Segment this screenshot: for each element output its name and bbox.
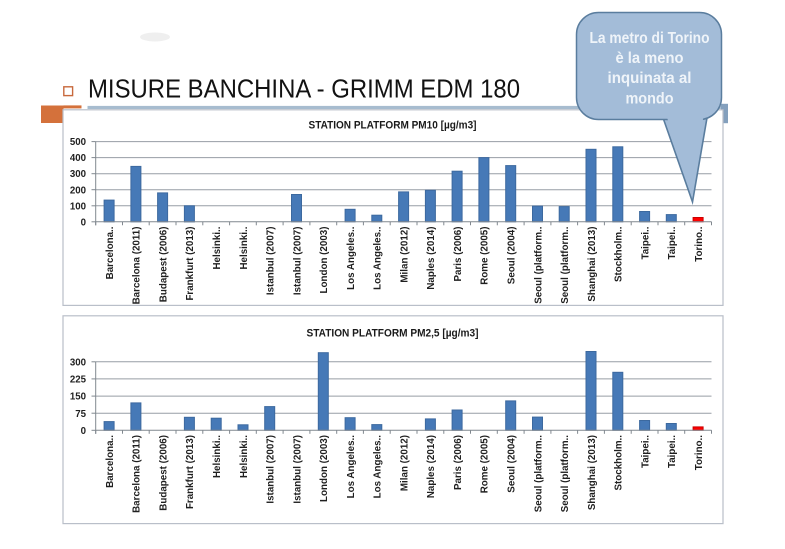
svg-text:Los Angeles..: Los Angeles.. — [346, 435, 357, 499]
svg-text:Paris (2006): Paris (2006) — [453, 435, 464, 490]
svg-text:400: 400 — [70, 153, 86, 164]
svg-text:200: 200 — [70, 185, 86, 196]
svg-text:è la meno: è la meno — [616, 50, 684, 67]
svg-text:Milan (2012): Milan (2012) — [399, 435, 410, 491]
svg-text:STATION PLATFORM PM2,5 [µg/m3]: STATION PLATFORM PM2,5 [µg/m3] — [307, 328, 479, 340]
svg-text:Helsinki..: Helsinki.. — [212, 435, 223, 478]
svg-text:Torino..: Torino.. — [694, 226, 705, 261]
svg-text:Barcelona..: Barcelona.. — [105, 435, 116, 488]
svg-text:Barcelona (2011): Barcelona (2011) — [132, 227, 143, 305]
svg-text:Taipei..: Taipei.. — [640, 226, 651, 259]
svg-text:Torino..: Torino.. — [694, 435, 705, 470]
svg-text:Istanbul (2007): Istanbul (2007) — [292, 435, 303, 504]
svg-text:Paris (2006): Paris (2006) — [453, 227, 464, 282]
svg-text:300: 300 — [70, 357, 86, 368]
svg-text:mondo: mondo — [626, 91, 674, 108]
svg-text:Seoul (platform..: Seoul (platform.. — [560, 435, 571, 513]
svg-text:225: 225 — [70, 375, 87, 386]
svg-text:Helsinki..: Helsinki.. — [239, 226, 250, 269]
svg-text:Barcelona (2011): Barcelona (2011) — [132, 435, 143, 513]
svg-text:0: 0 — [81, 426, 86, 437]
svg-text:Taipei..: Taipei.. — [640, 435, 651, 468]
svg-text:Seoul (platform..: Seoul (platform.. — [533, 226, 544, 304]
svg-text:Seoul (2004): Seoul (2004) — [507, 435, 518, 493]
svg-text:STATION PLATFORM PM10 [µg/m3]: STATION PLATFORM PM10 [µg/m3] — [309, 120, 477, 132]
svg-text:Milan (2012): Milan (2012) — [399, 227, 410, 283]
svg-text:Helsinki..: Helsinki.. — [212, 226, 223, 269]
svg-text:500: 500 — [70, 137, 86, 148]
svg-text:inquinata al: inquinata al — [608, 70, 692, 87]
svg-text:Budapest (2006): Budapest (2006) — [158, 227, 169, 303]
svg-text:Seoul (platform..: Seoul (platform.. — [560, 226, 571, 304]
svg-text:Istanbul (2007): Istanbul (2007) — [266, 435, 277, 504]
svg-text:300: 300 — [70, 169, 86, 180]
svg-text:MISURE BANCHINA - GRIMM EDM 18: MISURE BANCHINA - GRIMM EDM 180 — [88, 74, 520, 104]
svg-text:Istanbul (2007): Istanbul (2007) — [292, 227, 303, 296]
svg-text:La metro di Torino: La metro di Torino — [590, 30, 710, 47]
svg-text:London (2003): London (2003) — [319, 227, 330, 294]
svg-text:100: 100 — [70, 201, 86, 212]
svg-text:London (2003): London (2003) — [319, 435, 330, 502]
svg-text:Rome (2005): Rome (2005) — [480, 435, 491, 493]
svg-text:150: 150 — [70, 392, 86, 403]
svg-text:Istanbul (2007): Istanbul (2007) — [266, 227, 277, 296]
svg-text:Los Angeles..: Los Angeles.. — [373, 435, 384, 499]
svg-text:0: 0 — [81, 217, 86, 228]
svg-text:Helsinki..: Helsinki.. — [239, 435, 250, 478]
svg-text:Los Angeles..: Los Angeles.. — [373, 226, 384, 290]
svg-text:Barcelona..: Barcelona.. — [105, 226, 116, 279]
svg-text:Stockholm..: Stockholm.. — [614, 435, 625, 491]
svg-text:Budapest (2006): Budapest (2006) — [158, 435, 169, 511]
svg-text:75: 75 — [75, 409, 86, 420]
svg-text:Naples (2014): Naples (2014) — [426, 227, 437, 290]
svg-text:Frankfurt (2013): Frankfurt (2013) — [185, 227, 196, 301]
svg-text:Seoul (2004): Seoul (2004) — [507, 227, 518, 285]
svg-text:Los Angeles..: Los Angeles.. — [346, 226, 357, 290]
svg-text:Frankfurt (2013): Frankfurt (2013) — [185, 435, 196, 509]
svg-text:Naples (2014): Naples (2014) — [426, 435, 437, 498]
svg-text:Shanghai (2013): Shanghai (2013) — [587, 435, 598, 510]
svg-text:Rome (2005): Rome (2005) — [480, 227, 491, 285]
svg-text:Shanghai (2013): Shanghai (2013) — [587, 227, 598, 302]
svg-text:Seoul (platform..: Seoul (platform.. — [533, 435, 544, 513]
svg-text:Taipei..: Taipei.. — [667, 226, 678, 259]
svg-text:Taipei..: Taipei.. — [667, 435, 678, 468]
svg-text:Stockholm..: Stockholm.. — [614, 226, 625, 282]
